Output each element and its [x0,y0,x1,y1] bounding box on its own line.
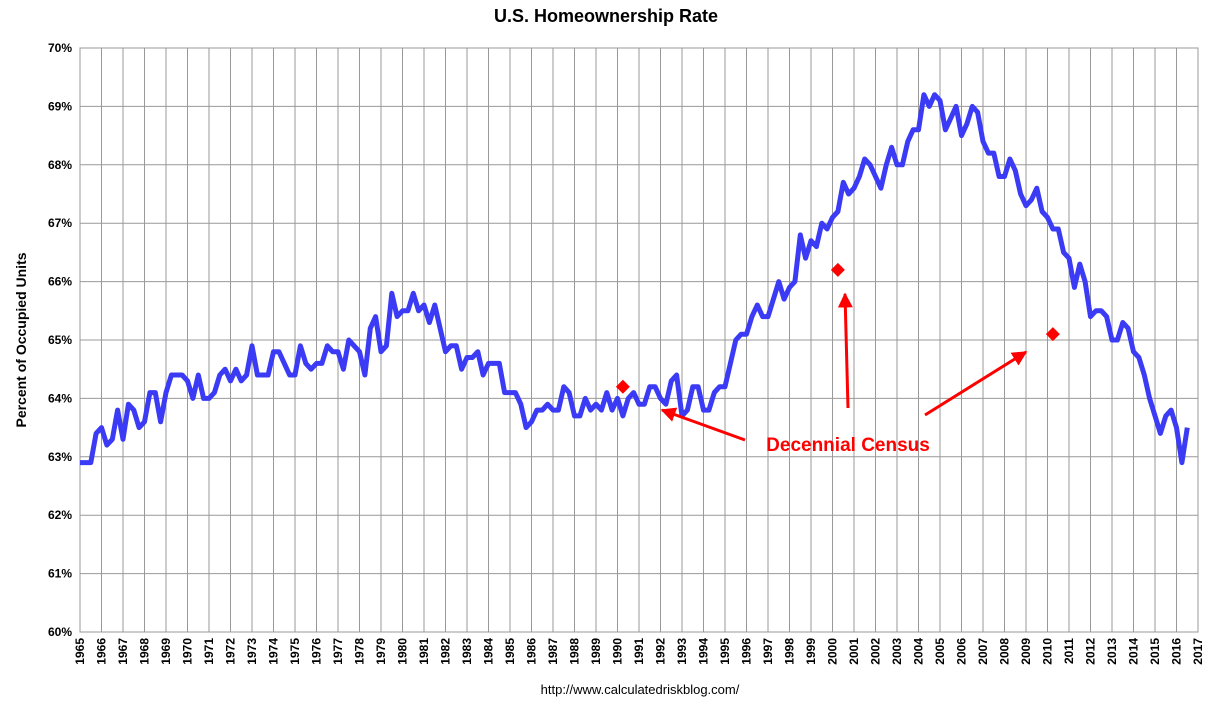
x-tick-label: 1973 [245,638,259,665]
x-tick-label: 2000 [826,638,840,665]
x-tick-label: 2003 [890,638,904,665]
x-tick-label: 1970 [181,638,195,665]
x-tick-label: 1993 [675,638,689,665]
x-tick-label: 1992 [654,638,668,665]
x-tick-label: 2009 [1019,638,1033,665]
x-tick-label: 2001 [847,638,861,665]
x-tick-label: 1995 [718,638,732,665]
x-tick-label: 1989 [589,638,603,665]
x-tick-label: 2013 [1105,638,1119,665]
arrow [660,407,746,442]
x-tick-label: 2002 [869,638,883,665]
series-line [80,92,1190,466]
x-tick-label: 1976 [310,638,324,665]
annotation: Decennial Census [766,435,930,456]
census-marker [830,262,845,277]
x-tick-label: 1972 [224,638,238,665]
x-tick-label: 1998 [783,638,797,665]
x-tick-label: 2017 [1191,638,1205,665]
grid: 60% 61% 62% 63% 64% 65% 66% 67% 68% 69% 70% 1965 196… [48,41,1205,665]
x-tick-label: 1991 [632,638,646,665]
x-tick-label: 1971 [202,638,216,665]
x-tick-label: 2008 [998,638,1012,665]
x-tick-label: 2011 [1062,638,1076,664]
marks [80,92,1190,466]
x-tick-label: 1979 [374,638,388,665]
x-tick-label: 1969 [159,638,173,665]
census-marker [615,379,630,394]
x-tick-label: 1994 [697,638,711,665]
y-tick-label: 61% [48,567,72,581]
x-tick-label: 1990 [611,638,625,665]
x-tick-label: 1975 [288,638,302,665]
x-tick-label: 2012 [1084,638,1098,665]
y-tick-label: 70% [48,41,72,55]
y-tick-label: 60% [48,625,72,639]
y-tick-label: 67% [48,216,72,230]
x-tick-label: 1967 [116,638,130,665]
x-tick-label: 1986 [525,638,539,665]
y-tick-label: 62% [48,508,72,522]
x-tick-label: 2015 [1148,638,1162,665]
y-tick-label: 64% [48,391,72,405]
x-tick-label: 1980 [396,638,410,665]
arrow [837,292,853,409]
chart-title: U.S. Homeownership Rate [494,6,718,26]
x-tick-label: 1966 [95,638,109,665]
x-tick-label: 2014 [1127,638,1141,665]
y-tick-label: 63% [48,450,72,464]
x-tick-label: 1996 [740,638,754,665]
x-tick-label: 1982 [439,638,453,665]
x-tick-label: 2010 [1041,638,1055,665]
x-tick-label: 1978 [353,638,367,665]
y-tick-label: 66% [48,275,72,289]
x-tick-label: 2016 [1170,638,1184,665]
x-tick-label: 1977 [331,638,345,665]
y-tick-label: 65% [48,333,72,347]
y-axis-label: Percent of Occupied Units [13,252,29,427]
x-tick-label: 1988 [568,638,582,665]
census-marker [1045,327,1060,342]
x-tick-label: 1965 [73,638,87,665]
x-tick-label: 2004 [912,638,926,665]
arrow [924,350,1028,417]
x-tick-label: 1999 [804,638,818,665]
y-tick-label: 68% [48,158,72,172]
x-tick-label: 1985 [503,638,517,665]
source: http://www.calculatedriskblog.com/ [541,682,740,697]
x-tick-label: 1981 [417,638,431,665]
x-tick-label: 1974 [267,638,281,665]
x-tick-label: 1987 [546,638,560,665]
x-tick-label: 2006 [955,638,969,665]
x-tick-label: 1983 [460,638,474,665]
x-tick-label: 1997 [761,638,775,665]
x-tick-label: 2007 [976,638,990,665]
y-tick-label: 69% [48,99,72,113]
x-tick-label: 1984 [482,638,496,665]
x-tick-label: 2005 [933,638,947,665]
x-tick-label: 1968 [138,638,152,665]
